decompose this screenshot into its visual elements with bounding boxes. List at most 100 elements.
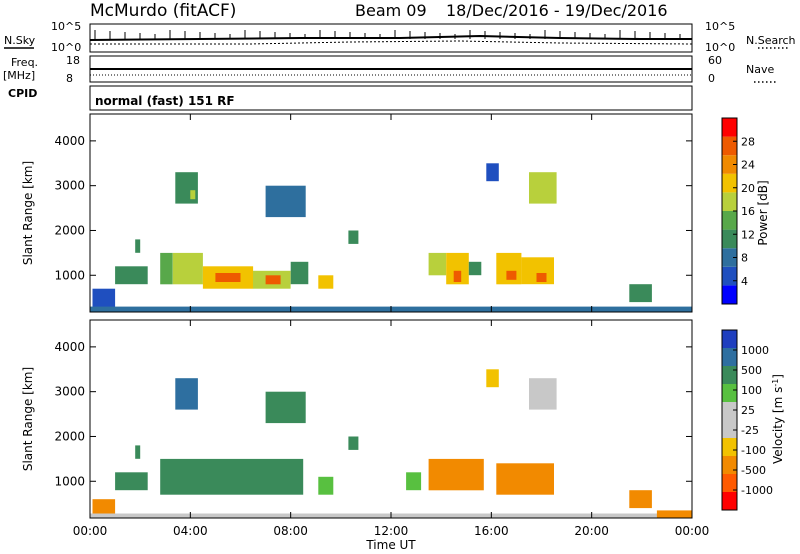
heatmap-cell: [265, 275, 281, 285]
colorbar-tick-label: 16: [741, 205, 755, 218]
heatmap-cell: [428, 458, 484, 491]
velocity-colorbar: -1000 -500 -100 -25 25 100 500 1000: [721, 329, 773, 511]
heatmap-cell: [318, 275, 334, 289]
heatmap-cell: [160, 252, 173, 285]
y-tick-label: 2000: [54, 429, 85, 443]
heatmap-cell: [135, 445, 141, 459]
colorbar-swatch: [722, 402, 737, 420]
heatmap-cell: [92, 499, 116, 518]
power-colorbar: 4 8 12 16 20 24 28: [721, 117, 755, 305]
velocity-label-main: Velocity [m s: [771, 387, 785, 464]
freq-label-line2: [MHz]: [3, 69, 35, 82]
heatmap-cell: [506, 270, 517, 280]
beam-label: Beam 09: [355, 1, 427, 20]
freq-right-bottom-tick: 0: [708, 72, 715, 85]
noise-left-top-tick: 10^5: [51, 20, 81, 33]
heatmap-cell: [453, 270, 462, 282]
heatmap-cell: [318, 476, 334, 495]
heatmap-cell: [529, 378, 557, 410]
heatmap-cell: [160, 458, 304, 495]
velocity-colorbar-label: Velocity [m s-1]: [771, 374, 786, 464]
colorbar-swatch: [722, 229, 737, 249]
colorbar-swatch: [722, 211, 737, 230]
heatmap-cell: [486, 369, 499, 388]
velocity-y-axis-label: Slant Range [km]: [21, 367, 35, 471]
colorbar-swatch: [722, 266, 737, 286]
time-axis: 00:00 04:00 08:00 12:00 16:00 20:00 00:00: [73, 114, 709, 538]
noise-search-trace: [90, 40, 693, 45]
colorbar-tick-label: 4: [741, 275, 748, 288]
colorbar-swatch: [722, 173, 737, 193]
heatmap-cell: [115, 472, 148, 491]
velocity-y-axis: 1000 2000 3000 4000: [54, 340, 692, 488]
time-axis-label: Time UT: [365, 538, 416, 552]
freq-right-top-tick: 60: [708, 54, 722, 67]
colorbar-swatch: [722, 366, 737, 384]
heatmap-cell: [115, 266, 148, 285]
noise-left-bottom-tick: 10^0: [51, 41, 81, 54]
colorbar-tick-label: 100: [741, 384, 762, 397]
heatmap-cell: [486, 163, 499, 182]
colorbar-tick-label: 8: [741, 252, 748, 265]
cpid-label: CPID: [8, 87, 37, 100]
colorbar-tick-label: 20: [741, 182, 755, 195]
heatmap-cell: [348, 230, 359, 244]
y-tick-label: 3000: [54, 179, 85, 193]
noise-sky-label: N.Sky: [4, 34, 36, 47]
colorbar-tick-label: 1000: [741, 344, 769, 357]
y-tick-label: 1000: [54, 474, 85, 488]
colorbar-tick-label: 25: [741, 404, 755, 417]
y-tick-label: 4000: [54, 340, 85, 354]
colorbar-tick-label: -25: [741, 424, 759, 437]
heatmap-cell: [656, 510, 692, 518]
heatmap-cell: [265, 391, 306, 424]
heatmap-cell: [428, 252, 447, 276]
heatmap-cell: [529, 172, 557, 204]
station-title: McMurdo (fitACF): [90, 1, 236, 21]
heatmap-cell: [406, 472, 422, 491]
colorbar-tick-label: -100: [741, 444, 766, 457]
heatmap-cell: [265, 185, 306, 218]
x-tick-label: 00:00: [73, 524, 108, 538]
colorbar-swatch: [722, 285, 737, 304]
heatmap-cell: [446, 252, 469, 285]
colorbar-swatch: [722, 348, 737, 366]
heatmap-cell: [92, 288, 116, 312]
colorbar-swatch: [722, 384, 737, 402]
heatmap-cell: [175, 378, 198, 410]
freq-label-line1: Freq.: [11, 56, 38, 69]
colorbar-tick-label: 500: [741, 364, 762, 377]
colorbar-tick-label: -500: [741, 464, 766, 477]
power-colorbar-label: Power [dB]: [756, 180, 770, 245]
power-y-axis: 1000 2000 3000 4000: [54, 134, 692, 282]
heatmap-cell: [496, 463, 554, 495]
date-range-label: 18/Dec/2016 - 19/Dec/2016: [446, 1, 668, 20]
y-tick-label: 2000: [54, 223, 85, 237]
heatmap-cell: [172, 252, 203, 285]
y-tick-label: 3000: [54, 385, 85, 399]
x-tick-label: 16:00: [474, 524, 509, 538]
colorbar-swatch: [722, 136, 737, 156]
x-tick-label: 12:00: [374, 524, 409, 538]
heatmap-cell: [135, 239, 141, 253]
heatmap-cell: [215, 273, 241, 282]
noise-traces: [89, 30, 693, 45]
heatmap-cell: [348, 436, 359, 450]
heatmap-cell: [190, 190, 196, 200]
y-tick-label: 4000: [54, 134, 85, 148]
heatmap-cell: [629, 284, 652, 303]
noise-search-label: N.Search: [746, 34, 796, 47]
noise-right-top-tick: 10^5: [705, 20, 735, 33]
colorbar-swatch: [722, 492, 737, 510]
heatmap-cell: [468, 261, 482, 276]
cpid-panel-frame: [89, 85, 693, 111]
colorbar-swatch: [722, 420, 737, 438]
colorbar-tick-label: 24: [741, 159, 755, 172]
heatmap-cell: [629, 490, 652, 509]
x-tick-label: 04:00: [173, 524, 208, 538]
colorbar-swatch: [722, 474, 737, 492]
x-tick-label: 08:00: [273, 524, 308, 538]
x-tick-label: 20:00: [574, 524, 609, 538]
noise-right-bottom-tick: 10^0: [705, 41, 735, 54]
